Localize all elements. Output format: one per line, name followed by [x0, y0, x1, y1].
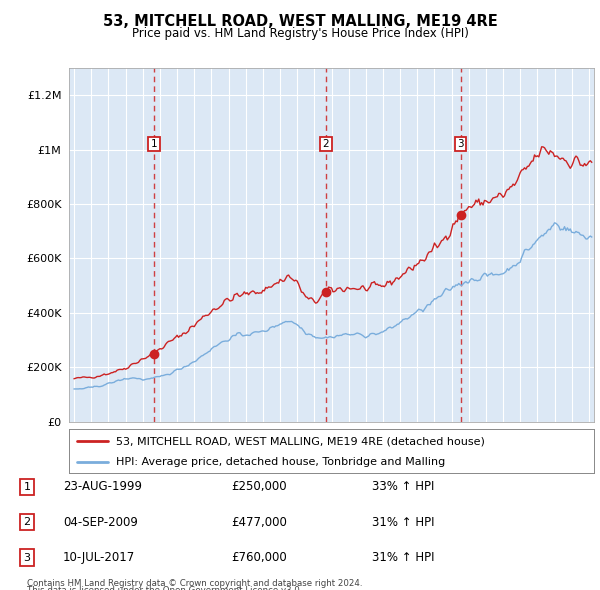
Text: 53, MITCHELL ROAD, WEST MALLING, ME19 4RE (detached house): 53, MITCHELL ROAD, WEST MALLING, ME19 4R…: [116, 437, 485, 446]
Text: 10-JUL-2017: 10-JUL-2017: [63, 551, 135, 564]
Text: 04-SEP-2009: 04-SEP-2009: [63, 516, 138, 529]
Text: HPI: Average price, detached house, Tonbridge and Malling: HPI: Average price, detached house, Tonb…: [116, 457, 445, 467]
Text: £250,000: £250,000: [231, 480, 287, 493]
Text: This data is licensed under the Open Government Licence v3.0.: This data is licensed under the Open Gov…: [27, 586, 302, 590]
Text: 2: 2: [323, 139, 329, 149]
Text: 1: 1: [151, 139, 157, 149]
Text: Contains HM Land Registry data © Crown copyright and database right 2024.: Contains HM Land Registry data © Crown c…: [27, 579, 362, 588]
Text: 1: 1: [23, 482, 31, 491]
Text: Price paid vs. HM Land Registry's House Price Index (HPI): Price paid vs. HM Land Registry's House …: [131, 27, 469, 40]
Text: 33% ↑ HPI: 33% ↑ HPI: [372, 480, 434, 493]
Text: £477,000: £477,000: [231, 516, 287, 529]
Text: £760,000: £760,000: [231, 551, 287, 564]
Text: 31% ↑ HPI: 31% ↑ HPI: [372, 551, 434, 564]
Text: 31% ↑ HPI: 31% ↑ HPI: [372, 516, 434, 529]
Text: 3: 3: [457, 139, 464, 149]
Text: 3: 3: [23, 553, 31, 562]
Text: 23-AUG-1999: 23-AUG-1999: [63, 480, 142, 493]
Text: 53, MITCHELL ROAD, WEST MALLING, ME19 4RE: 53, MITCHELL ROAD, WEST MALLING, ME19 4R…: [103, 14, 497, 29]
Text: 2: 2: [23, 517, 31, 527]
